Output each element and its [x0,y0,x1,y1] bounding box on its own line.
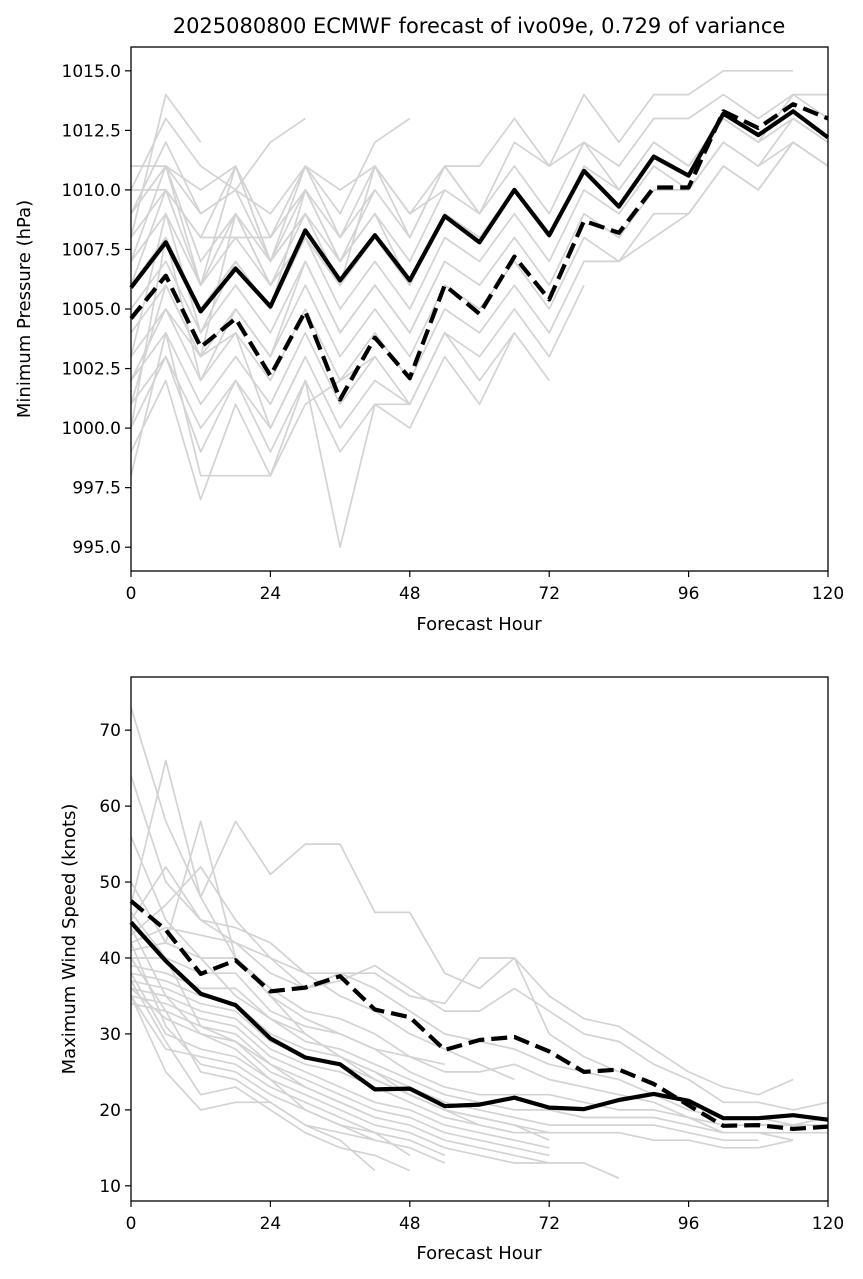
pressure-member-line-12 [130,141,829,382]
wind-x-tick-label: 72 [538,1214,560,1234]
wind-y-tick-label: 20 [99,1101,121,1121]
wind-member-line-13 [130,979,794,1149]
wind-member-line-24 [130,980,411,1172]
wind-member-line-21 [130,927,411,1157]
wind-y-axis-label: Maximum Wind Speed (knots) [59,804,80,1075]
wind-member-line-10 [131,957,828,1134]
pressure-y-tick-label: 997.5 [72,479,121,499]
pressure-member-line-4 [130,141,446,239]
pressure-member-line-23 [130,165,306,263]
pressure-series-layer [129,69,830,549]
wind-member-line-5 [130,759,620,1073]
pressure-y-tick-label: 1002.5 [62,360,121,380]
wind-x-tick-label: 0 [126,1214,137,1234]
wind-y-tick-label: 30 [99,1025,121,1045]
wind-y-tick-label: 10 [99,1177,121,1197]
pressure-y-tick-label: 995.0 [72,538,121,558]
pressure-y-ticks: 995.0 997.5 1000.0 1002.5 1005.0 1007.5 1010.0… [62,62,131,558]
pressure-y-axis-label: Minimum Pressure (hPa) [14,200,35,418]
wind-y-tick-label: 70 [99,721,121,741]
pressure-x-axis-label: Forecast Hour [416,614,542,635]
pressure-x-tick-label: 24 [260,584,282,604]
pressure-member-line-13 [130,284,585,406]
wind-series-layer [129,707,829,1179]
chart-title: 2025080800 ECMWF forecast of ivo09e, 0.7… [173,14,786,38]
pressure-x-tick-label: 0 [126,584,137,604]
pressure-y-tick-label: 1012.5 [62,121,121,141]
wind-y-ticks: 10 20 30 40 50 60 70 [99,721,131,1197]
pressure-x-tick-label: 48 [399,584,421,604]
pressure-member-line-3 [130,117,306,191]
wind-x-tick-label: 96 [678,1214,700,1234]
pressure-plot-frame [130,46,829,572]
wind-dashed-line [129,899,829,1132]
pressure-y-tick-label: 1007.5 [62,240,121,260]
wind-y-tick-label: 60 [99,797,121,817]
pressure-y-tick-label: 1005.0 [62,300,121,320]
pressure-y-tick-label: 1010.0 [62,181,121,201]
wind-solid-mean-line [129,920,829,1122]
wind-member-line-18 [130,972,550,1164]
pressure-x-tick-label: 96 [678,584,700,604]
wind-member-line-15 [130,995,550,1149]
wind-member-line-7 [130,866,829,1111]
pressure-x-ticks: 0 24 48 72 96 120 [126,571,844,604]
pressure-member-line-14 [130,331,550,429]
wind-x-tick-label: 120 [812,1214,844,1234]
wind-member-line-1 [130,707,445,1066]
wind-x-tick-label: 24 [260,1214,282,1234]
wind-member-line-14 [130,987,550,1134]
pressure-member-line-15 [130,332,516,549]
pressure-member-line-24 [130,189,341,287]
pressure-panel: 2025080800 ECMWF forecast of ivo09e, 0.7… [14,14,844,635]
pressure-member-line-10 [130,141,829,334]
wind-y-tick-label: 50 [99,873,121,893]
wind-y-tick-label: 40 [99,949,121,969]
pressure-x-tick-label: 72 [538,584,560,604]
pressure-y-tick-label: 1000.0 [62,419,121,439]
pressure-member-line-19 [130,284,307,429]
wind-plot-frame [130,676,829,1202]
wind-panel: 10 20 30 40 50 60 70 0 24 48 72 96 120 Forecast Hou… [59,676,844,1264]
wind-member-line-11 [130,964,794,1142]
pressure-x-tick-label: 120 [812,584,844,604]
wind-member-line-6 [130,866,794,1096]
wind-member-line-23 [130,957,376,1172]
wind-member-line-22 [130,911,376,1119]
pressure-y-tick-label: 1015.0 [62,62,121,82]
wind-x-ticks: 0 24 48 72 96 120 [126,1201,844,1234]
wind-x-tick-label: 48 [399,1214,421,1234]
pressure-solid-mean-line [129,109,830,314]
wind-member-line-25 [130,995,376,1142]
pressure-member-line-1 [131,69,794,239]
wind-x-axis-label: Forecast Hour [416,1243,542,1264]
